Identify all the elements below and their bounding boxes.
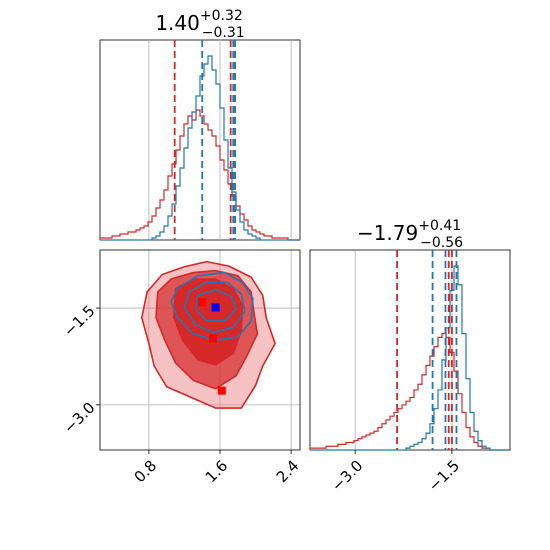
panel-p2-title: −1.79+0.41 −0.56	[357, 218, 463, 251]
contour-red-inner	[172, 278, 244, 366]
panel-p1-histogram: 1.40+0.32 −0.31	[99, 8, 301, 241]
x-tick-label: 1.6	[202, 457, 232, 487]
hist-step-blue	[100, 55, 300, 241]
hist-step-red	[99, 109, 300, 241]
x-tick-label: 0.8	[131, 457, 161, 487]
title-sup: +0.32	[200, 8, 243, 24]
marker-red	[217, 386, 226, 395]
panel-p2-quantiles	[396, 250, 458, 450]
x-tick-label: −1.5	[425, 457, 463, 495]
title-sup: +0.41	[418, 218, 461, 234]
title-sub: −0.56	[420, 235, 463, 251]
x-tick-label: 2.4	[273, 457, 303, 487]
panel-joint-frame	[99, 249, 301, 451]
panel-p1-grid	[148, 40, 292, 240]
x-tick-labels-p2: −3.0 −1.5	[328, 450, 463, 495]
hist-step-red	[309, 332, 510, 451]
marker-red	[208, 334, 217, 343]
title-main: 1.40	[155, 11, 200, 35]
panel-p1-frame	[99, 39, 301, 241]
panel-p2-frame	[309, 249, 511, 451]
panel-p1-quantiles	[173, 40, 237, 240]
panel-p2-histogram: −1.79+0.41 −0.56	[309, 218, 511, 451]
x-tick-labels-p1: 0.8 1.6 2.4	[131, 450, 303, 487]
y-tick-labels-p2: −3.0 −1.5	[60, 302, 100, 437]
marker-red	[198, 298, 207, 307]
panel-p1-hist-lines	[99, 55, 300, 241]
title-main: −1.79	[357, 221, 418, 245]
panel-joint	[99, 249, 301, 451]
contour-blue-outer	[170, 271, 254, 342]
panel-p2-hist-lines	[309, 265, 510, 451]
y-tick-label: −1.5	[60, 302, 98, 340]
panel-joint-contours	[140, 260, 276, 409]
title-sub: −0.31	[202, 25, 245, 41]
hist-step-blue	[310, 265, 510, 451]
panel-joint-markers	[198, 298, 226, 395]
contour-blue-inner	[195, 289, 237, 322]
panel-p1-title: 1.40+0.32 −0.31	[155, 8, 244, 41]
x-tick-label: −3.0	[328, 457, 366, 495]
marker-blue	[211, 303, 220, 312]
y-tick-label: −3.0	[60, 399, 98, 437]
contour-blue-middle	[183, 281, 246, 334]
